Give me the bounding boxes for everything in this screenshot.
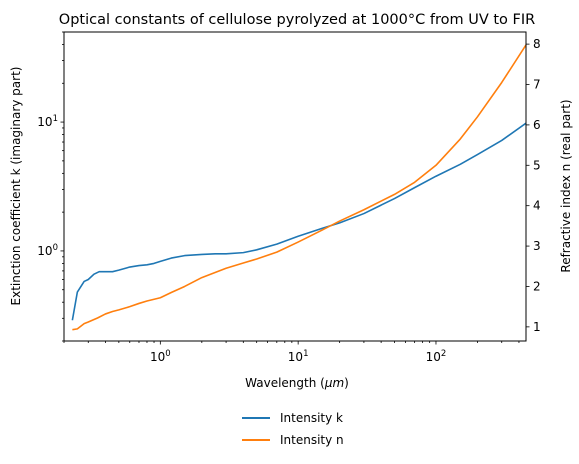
y-right-axis-label: Refractive index n (real part) [559, 99, 573, 272]
y-right-tick-label: 1 [533, 320, 541, 334]
y-left-tick-label: 101 [37, 114, 58, 129]
y-right-tick-label: 6 [533, 118, 541, 132]
plot-area [63, 31, 527, 342]
y-left-axis-label: Extinction coefficient k (imaginary part… [9, 67, 23, 306]
y-left-axis-ticks: 100 101 [37, 31, 64, 342]
y-right-tick-label: 8 [533, 37, 541, 51]
series-line-intensity-k [71, 122, 527, 321]
chart-title: Optical constants of cellulose pyrolyzed… [59, 12, 535, 28]
x-axis-ticks: 100 101 102 [63, 341, 520, 364]
y-right-tick-label: 5 [533, 158, 541, 172]
y-right-tick-label: 3 [533, 239, 541, 253]
x-tick-label: 102 [426, 349, 447, 364]
x-tick-label: 101 [288, 349, 309, 364]
legend-label-intensity-k: Intensity k [280, 411, 343, 425]
x-axis-label: Wavelength (μm) [245, 376, 349, 390]
x-tick-label: 100 [150, 349, 171, 364]
y-left-tick-label: 100 [37, 243, 58, 258]
plot-frame [63, 31, 527, 342]
legend-label-intensity-n: Intensity n [280, 433, 344, 447]
y-right-tick-label: 2 [533, 279, 541, 293]
y-right-tick-label: 4 [533, 199, 541, 213]
series-line-intensity-n [72, 44, 527, 331]
y-right-axis-ticks: 1 2 3 4 5 6 7 8 [526, 37, 541, 334]
y-right-tick-label: 7 [533, 78, 541, 92]
legend: Intensity k Intensity n [242, 411, 344, 447]
